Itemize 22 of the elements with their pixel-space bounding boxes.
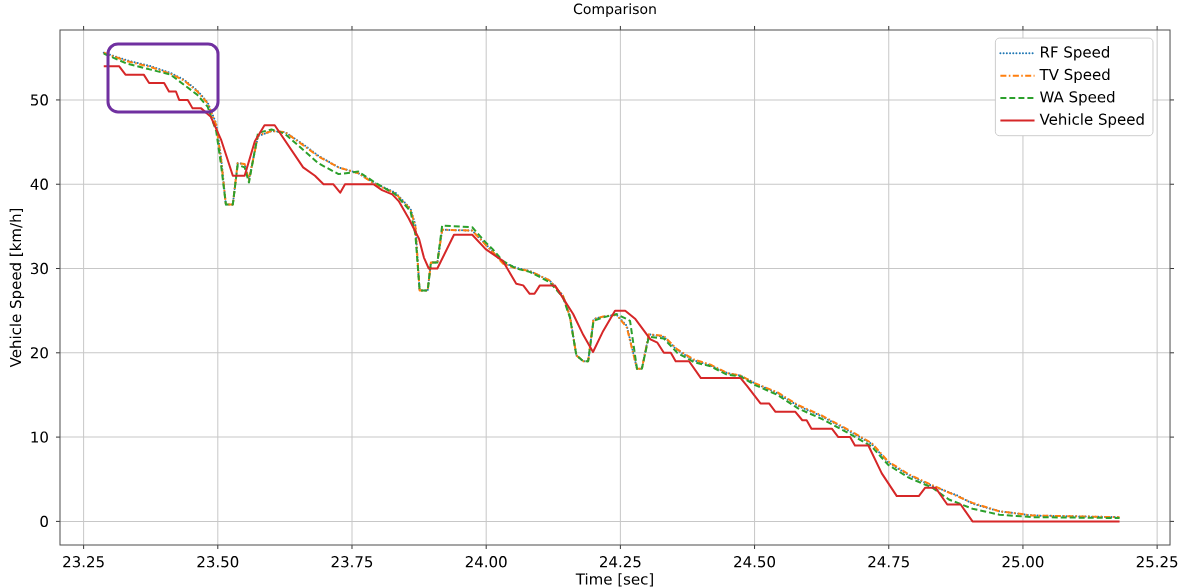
- x-tick-label: 23.25: [63, 556, 104, 568]
- y-tick-label: 10: [31, 431, 48, 443]
- legend-label: RF Speed: [1041, 46, 1109, 61]
- y-tick-label: 0: [40, 515, 48, 528]
- legend-label: WA Speed: [1040, 90, 1115, 106]
- x-tick-label: 24.25: [600, 556, 641, 568]
- legend-label: Vehicle Speed: [1039, 113, 1144, 128]
- x-tick-label: 24.00: [465, 556, 507, 568]
- x-tick-label: 24.75: [868, 556, 909, 568]
- y-tick-label: 50: [31, 94, 48, 106]
- y-tick-label: 40: [30, 178, 48, 190]
- x-axis-title: Time [sec]: [575, 573, 653, 587]
- x-tick-label: 23.75: [331, 556, 373, 568]
- x-tick-label: 23.50: [197, 556, 239, 568]
- y-axis-title: Vehicle Speed [km/h]: [9, 208, 25, 368]
- y-tick-label: 20: [30, 347, 48, 359]
- x-tick-label: 25.25: [1136, 556, 1178, 568]
- x-tick-label: 24.50: [734, 556, 776, 568]
- legend-label: TV Speed: [1039, 68, 1110, 83]
- x-tick-label: 25.00: [1002, 556, 1044, 568]
- y-tick-label: 30: [30, 262, 48, 275]
- chart-title: Comparison: [573, 3, 656, 17]
